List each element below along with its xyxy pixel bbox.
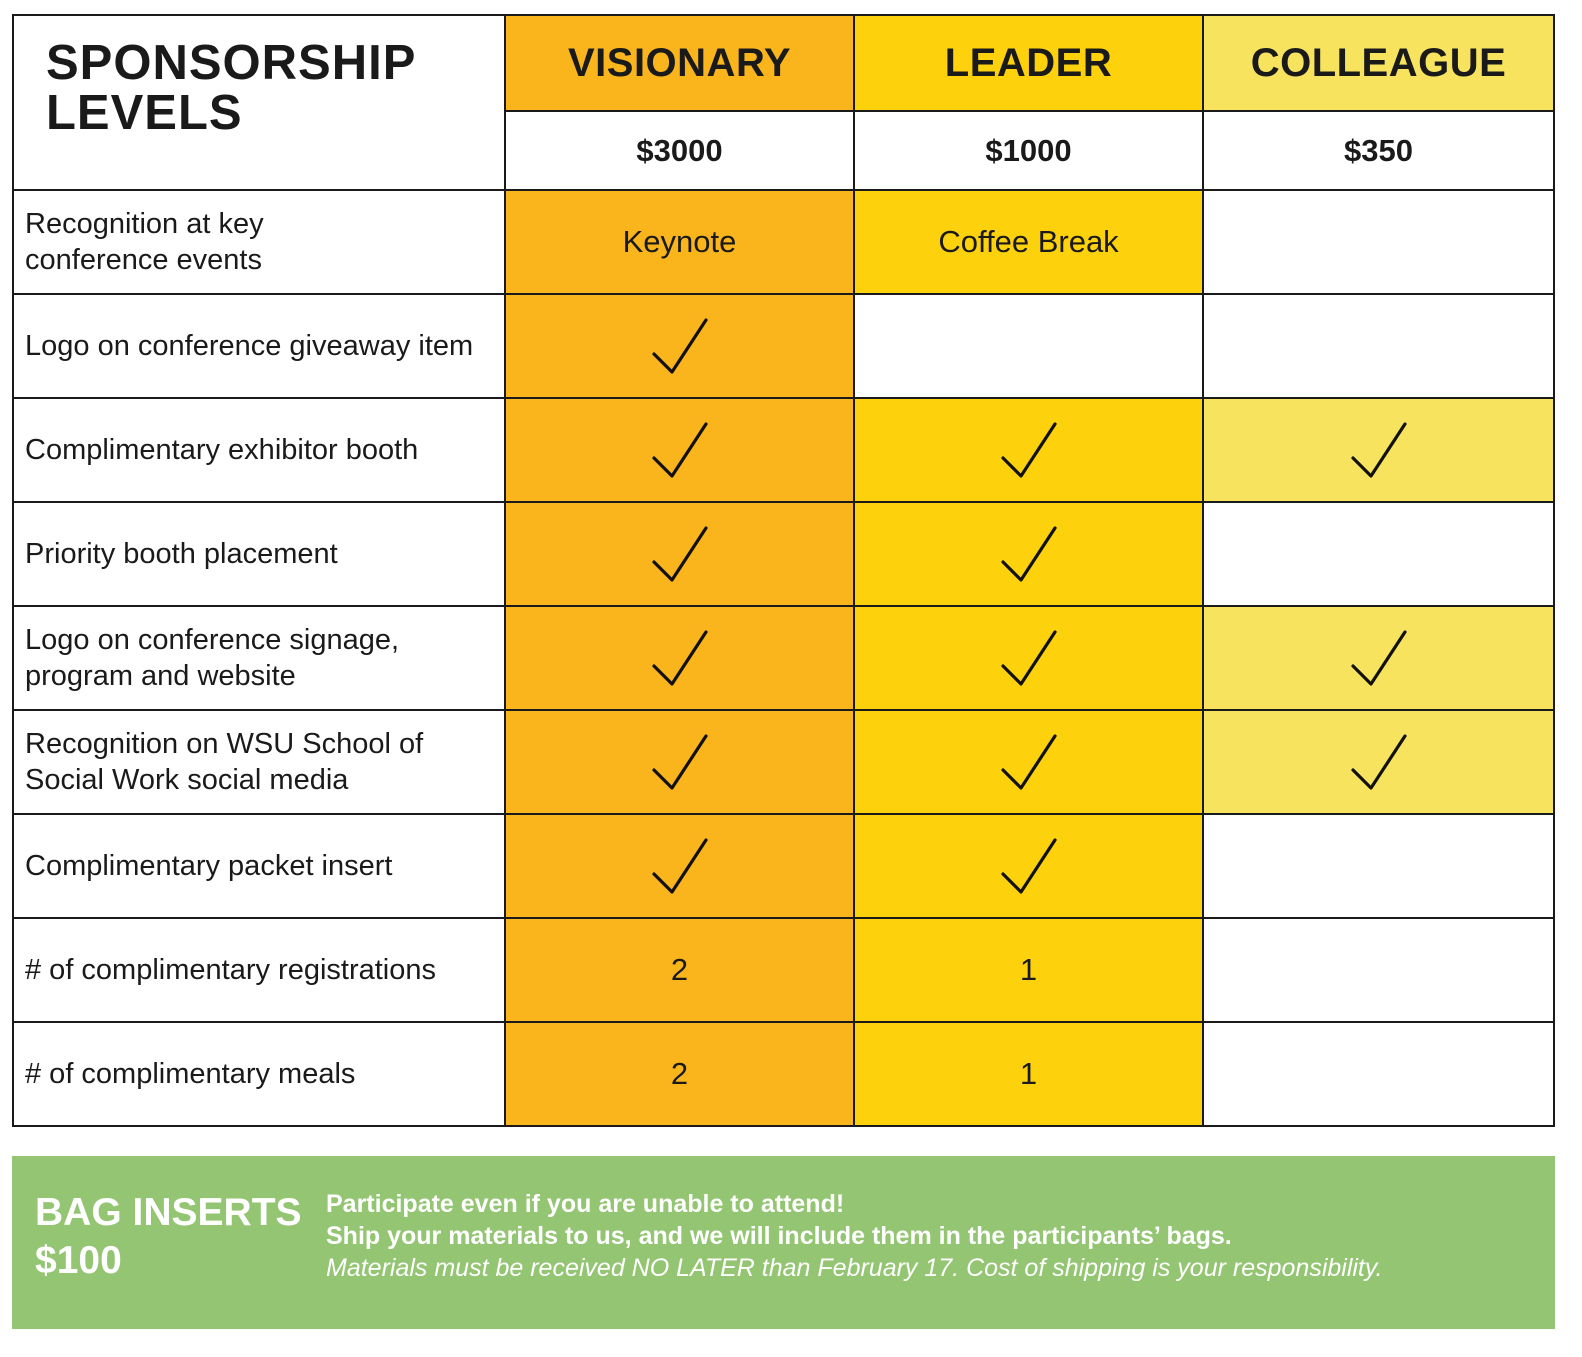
check-icon <box>855 834 1202 898</box>
benefit-cell-colleague <box>1202 917 1555 1023</box>
benefit-value: Keynote <box>622 224 737 259</box>
benefit-cell-visionary <box>504 813 855 919</box>
benefit-cell-colleague <box>1202 709 1555 815</box>
benefit-cell-visionary <box>504 501 855 607</box>
tier-price-colleague: $350 <box>1202 110 1555 191</box>
benefit-label-text: Priority booth placement <box>25 538 338 570</box>
benefit-row: # of complimentary meals 2 1 <box>12 1021 1555 1127</box>
benefit-label-text: # of complimentary meals <box>25 1058 356 1090</box>
tier-name-visionary: VISIONARY <box>504 14 855 112</box>
benefit-row: # of complimentary registrations 2 1 <box>12 917 1555 1023</box>
bag-inserts-description: Participate even if you are unable to at… <box>326 1188 1382 1284</box>
benefit-cell-leader <box>853 605 1204 711</box>
benefit-cell-colleague <box>1202 1021 1555 1127</box>
tier-name-row: SPONSORSHIP LEVELS VISIONARY LEADER COLL… <box>12 14 1555 191</box>
sponsorship-table: SPONSORSHIP LEVELS VISIONARY LEADER COLL… <box>12 14 1555 1127</box>
benefit-label: # of complimentary meals <box>12 1021 506 1127</box>
benefit-label: Priority booth placement <box>12 501 506 607</box>
benefit-row: Complimentary exhibitor booth <box>12 397 1555 503</box>
benefit-cell-leader <box>853 293 1204 399</box>
benefit-value: 1 <box>1019 1056 1038 1091</box>
benefit-cell-visionary <box>504 293 855 399</box>
benefit-cell-visionary: Keynote <box>504 189 855 295</box>
check-icon <box>506 522 853 586</box>
benefit-cell-leader <box>853 501 1204 607</box>
check-icon <box>506 418 853 482</box>
benefit-cell-visionary: 2 <box>504 917 855 1023</box>
benefit-value: 1 <box>1019 952 1038 987</box>
benefit-row: Recognition at key conference events Keyn… <box>12 189 1555 295</box>
tier-price-visionary: $3000 <box>504 110 855 191</box>
benefit-row: Priority booth placement <box>12 501 1555 607</box>
benefit-cell-leader <box>853 397 1204 503</box>
benefit-cell-colleague <box>1202 813 1555 919</box>
benefit-label-text: Complimentary exhibitor booth <box>25 434 419 466</box>
benefit-label: Logo on conference signage, program and … <box>12 605 506 711</box>
check-icon <box>855 626 1202 690</box>
benefit-label: Complimentary packet insert <box>12 813 506 919</box>
benefit-cell-colleague <box>1202 501 1555 607</box>
benefit-row: Complimentary packet insert <box>12 813 1555 919</box>
check-icon <box>506 626 853 690</box>
tier-name-leader: LEADER <box>853 14 1204 112</box>
benefit-cell-visionary: 2 <box>504 1021 855 1127</box>
bag-inserts-line-3: Materials must be received NO LATER than… <box>326 1254 1383 1282</box>
check-icon <box>855 418 1202 482</box>
benefit-label-text: Logo on conference signage, program and … <box>25 624 400 692</box>
table-title: SPONSORSHIP LEVELS <box>46 36 417 140</box>
benefit-value: 2 <box>670 1056 689 1091</box>
benefit-cell-leader <box>853 813 1204 919</box>
benefit-label-text: Recognition at key conference events <box>25 208 264 276</box>
benefit-value: 2 <box>670 952 689 987</box>
benefit-value: Coffee Break <box>938 224 1119 259</box>
bag-inserts-panel: BAG INSERTS $100 Participate even if you… <box>12 1156 1555 1329</box>
tier-price-leader: $1000 <box>853 110 1204 191</box>
benefit-cell-colleague <box>1202 397 1555 503</box>
table-title-cell: SPONSORSHIP LEVELS <box>12 14 506 191</box>
benefit-label-text: Complimentary packet insert <box>25 850 393 882</box>
benefit-cell-leader: 1 <box>853 917 1204 1023</box>
check-icon <box>1204 418 1553 482</box>
benefit-cell-colleague <box>1202 605 1555 711</box>
check-icon <box>855 730 1202 794</box>
benefit-label-text: # of complimentary registrations <box>25 954 436 986</box>
benefit-label-text: Logo on conference giveaway item <box>25 330 474 362</box>
benefit-cell-colleague <box>1202 189 1555 295</box>
benefit-cell-leader <box>853 709 1204 815</box>
check-icon <box>1204 730 1553 794</box>
tier-price-row: $3000 $1000 $350 <box>13 110 1555 191</box>
bag-inserts-line-1: Participate even if you are unable to at… <box>326 1190 845 1218</box>
check-icon <box>1204 626 1553 690</box>
benefit-label: # of complimentary registrations <box>12 917 506 1023</box>
benefit-row: Recognition on WSU School of Social Work… <box>12 709 1555 815</box>
benefit-label: Recognition at key conference events <box>12 189 506 295</box>
check-icon <box>855 522 1202 586</box>
benefit-cell-visionary <box>504 397 855 503</box>
benefit-cell-leader: 1 <box>853 1021 1204 1127</box>
check-icon <box>506 834 853 898</box>
benefit-cell-visionary <box>504 605 855 711</box>
benefit-label: Complimentary exhibitor booth <box>12 397 506 503</box>
benefit-label-text: Recognition on WSU School of Social Work… <box>25 728 424 796</box>
check-icon <box>506 730 853 794</box>
benefit-label: Recognition on WSU School of Social Work… <box>12 709 506 815</box>
bag-inserts-line-2: Ship your materials to us, and we will i… <box>326 1222 1232 1250</box>
benefit-label: Logo on conference giveaway item <box>12 293 506 399</box>
benefit-row: Logo on conference giveaway item <box>12 293 1555 399</box>
check-icon <box>506 314 853 378</box>
benefit-row: Logo on conference signage, program and … <box>12 605 1555 711</box>
benefit-cell-leader: Coffee Break <box>853 189 1204 295</box>
benefit-cell-colleague <box>1202 293 1555 399</box>
bag-inserts-title: BAG INSERTS $100 <box>35 1191 302 1282</box>
tier-name-colleague: COLLEAGUE <box>1202 14 1555 112</box>
benefit-cell-visionary <box>504 709 855 815</box>
